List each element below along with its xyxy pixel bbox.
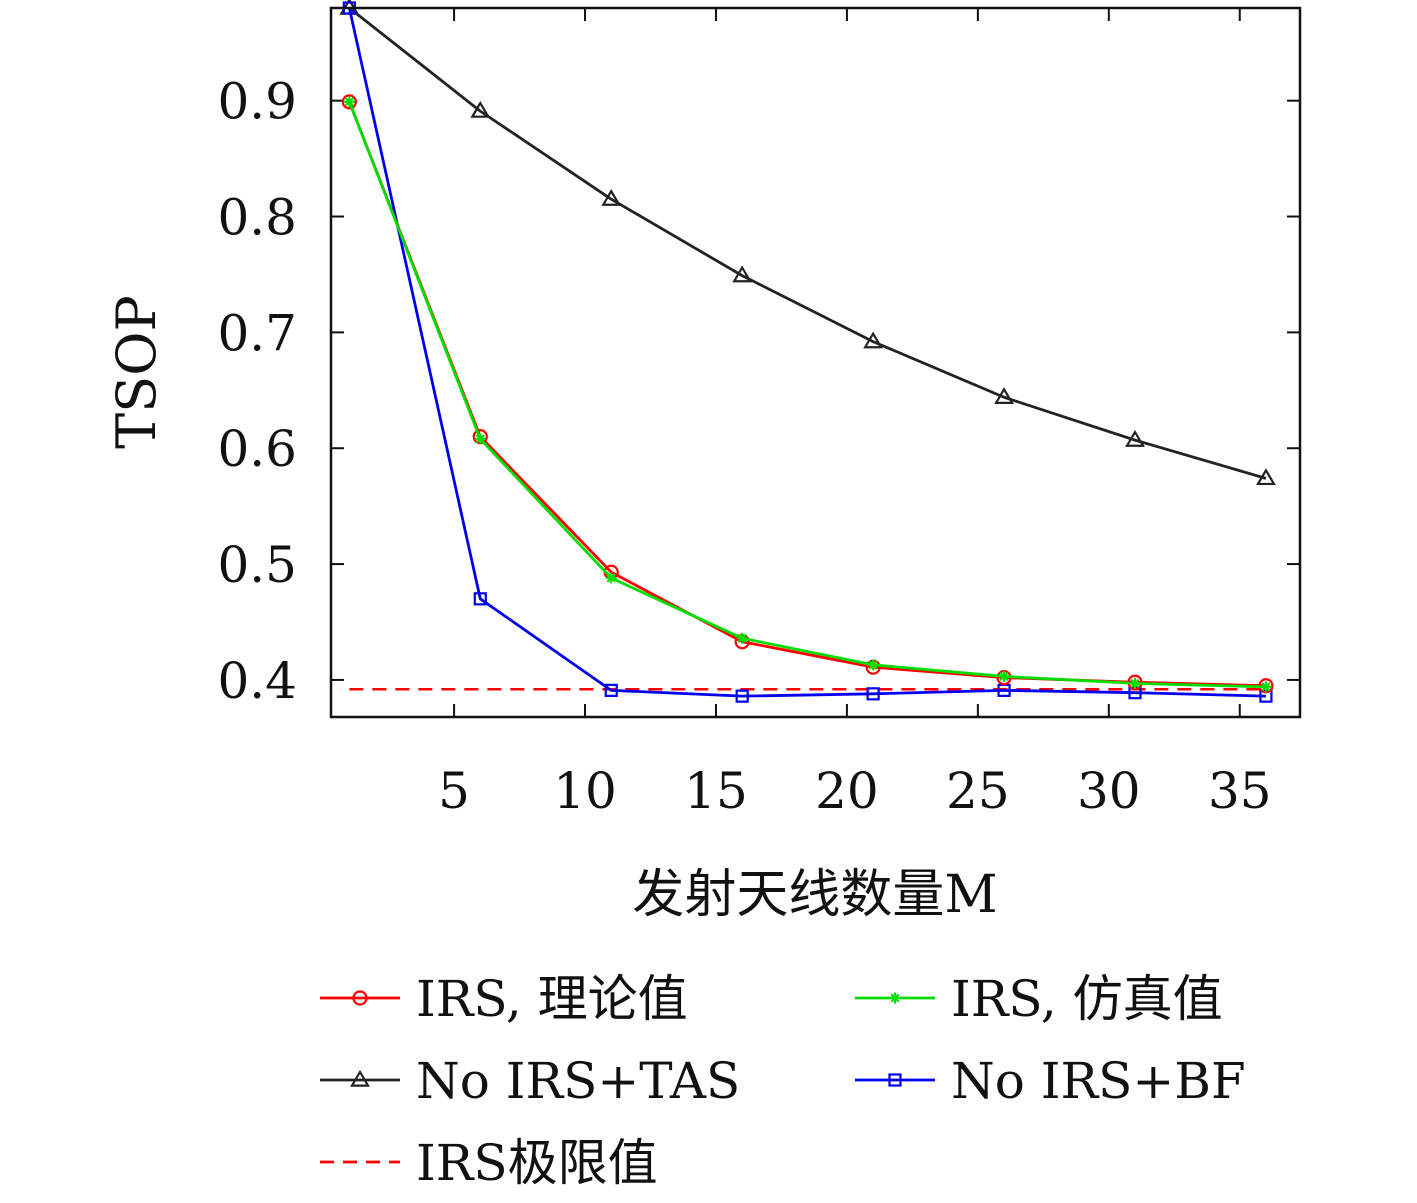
series-2 <box>339 0 1276 486</box>
y-tick-label: 0.9 <box>217 73 297 131</box>
data-point <box>1129 677 1141 689</box>
legend-marker <box>352 990 368 1006</box>
legend-marker <box>888 1073 902 1087</box>
data-point <box>341 94 357 110</box>
data-point <box>736 632 748 644</box>
data-point <box>994 387 1014 404</box>
data-point <box>601 188 622 206</box>
series-1 <box>343 96 1272 693</box>
x-tick-label: 30 <box>1077 762 1141 820</box>
legend-label: No IRS+BF <box>951 1052 1246 1110</box>
legend-entry: No IRS+BF <box>855 1052 1246 1110</box>
y-axis-label: TSOP <box>105 295 168 449</box>
data-point <box>998 670 1010 682</box>
data-point <box>474 433 486 445</box>
data-point <box>1125 429 1145 447</box>
data-point <box>867 659 879 671</box>
y-tick-label: 0.6 <box>217 420 297 478</box>
legend-entry: IRS, 理论值 <box>320 970 688 1028</box>
legend-entry: No IRS+TAS <box>320 1052 740 1110</box>
x-tick-label: 10 <box>553 762 617 820</box>
series-line <box>348 6 1267 480</box>
data-point <box>1260 681 1272 693</box>
y-tick-label: 0.5 <box>217 536 297 594</box>
x-tick-label: 20 <box>815 762 879 820</box>
data-point <box>735 689 749 703</box>
x-tick-label: 15 <box>684 762 748 820</box>
legend-label: No IRS+TAS <box>416 1052 740 1110</box>
x-tick-label: 35 <box>1208 762 1272 820</box>
data-point <box>343 96 355 108</box>
series-line <box>348 101 1266 689</box>
plot-area-border <box>329 6 1302 719</box>
series-group <box>339 0 1276 703</box>
data-point <box>866 687 880 701</box>
y-tick-label: 0.8 <box>217 189 297 247</box>
data-point <box>732 265 753 283</box>
data-point <box>863 331 884 349</box>
x-tick-label: 25 <box>946 762 1010 820</box>
axes: 5 10 15 20 25 30 35 0.4 0.5 0.6 0.7 0.8 0.9 <box>217 8 1300 820</box>
data-point <box>605 572 617 584</box>
legend-marker <box>350 1069 370 1087</box>
data-point <box>473 592 487 606</box>
x-tick-label: 5 <box>438 762 470 820</box>
x-axis-label: 发射天线数量M <box>632 865 997 925</box>
legend-entry: IRS极限值 <box>320 1134 658 1192</box>
series-0 <box>341 94 1274 694</box>
data-point <box>470 100 491 118</box>
data-point <box>604 683 618 697</box>
plot-frame <box>329 6 1302 719</box>
legend-label: IRS极限值 <box>416 1134 658 1192</box>
legend-label: IRS, 理论值 <box>416 970 688 1028</box>
legend-label: IRS, 仿真值 <box>951 970 1223 1028</box>
y-tick-label: 0.4 <box>217 652 297 710</box>
legend: IRS, 理论值 IRS, 仿真值 No IRS+TAS No IRS+BF IRS极限… <box>320 970 1246 1192</box>
legend-entry: IRS, 仿真值 <box>855 970 1223 1028</box>
y-tick-label: 0.7 <box>217 304 297 362</box>
legend-marker <box>889 992 901 1004</box>
data-point <box>1256 468 1276 486</box>
series-line <box>347 7 1266 698</box>
